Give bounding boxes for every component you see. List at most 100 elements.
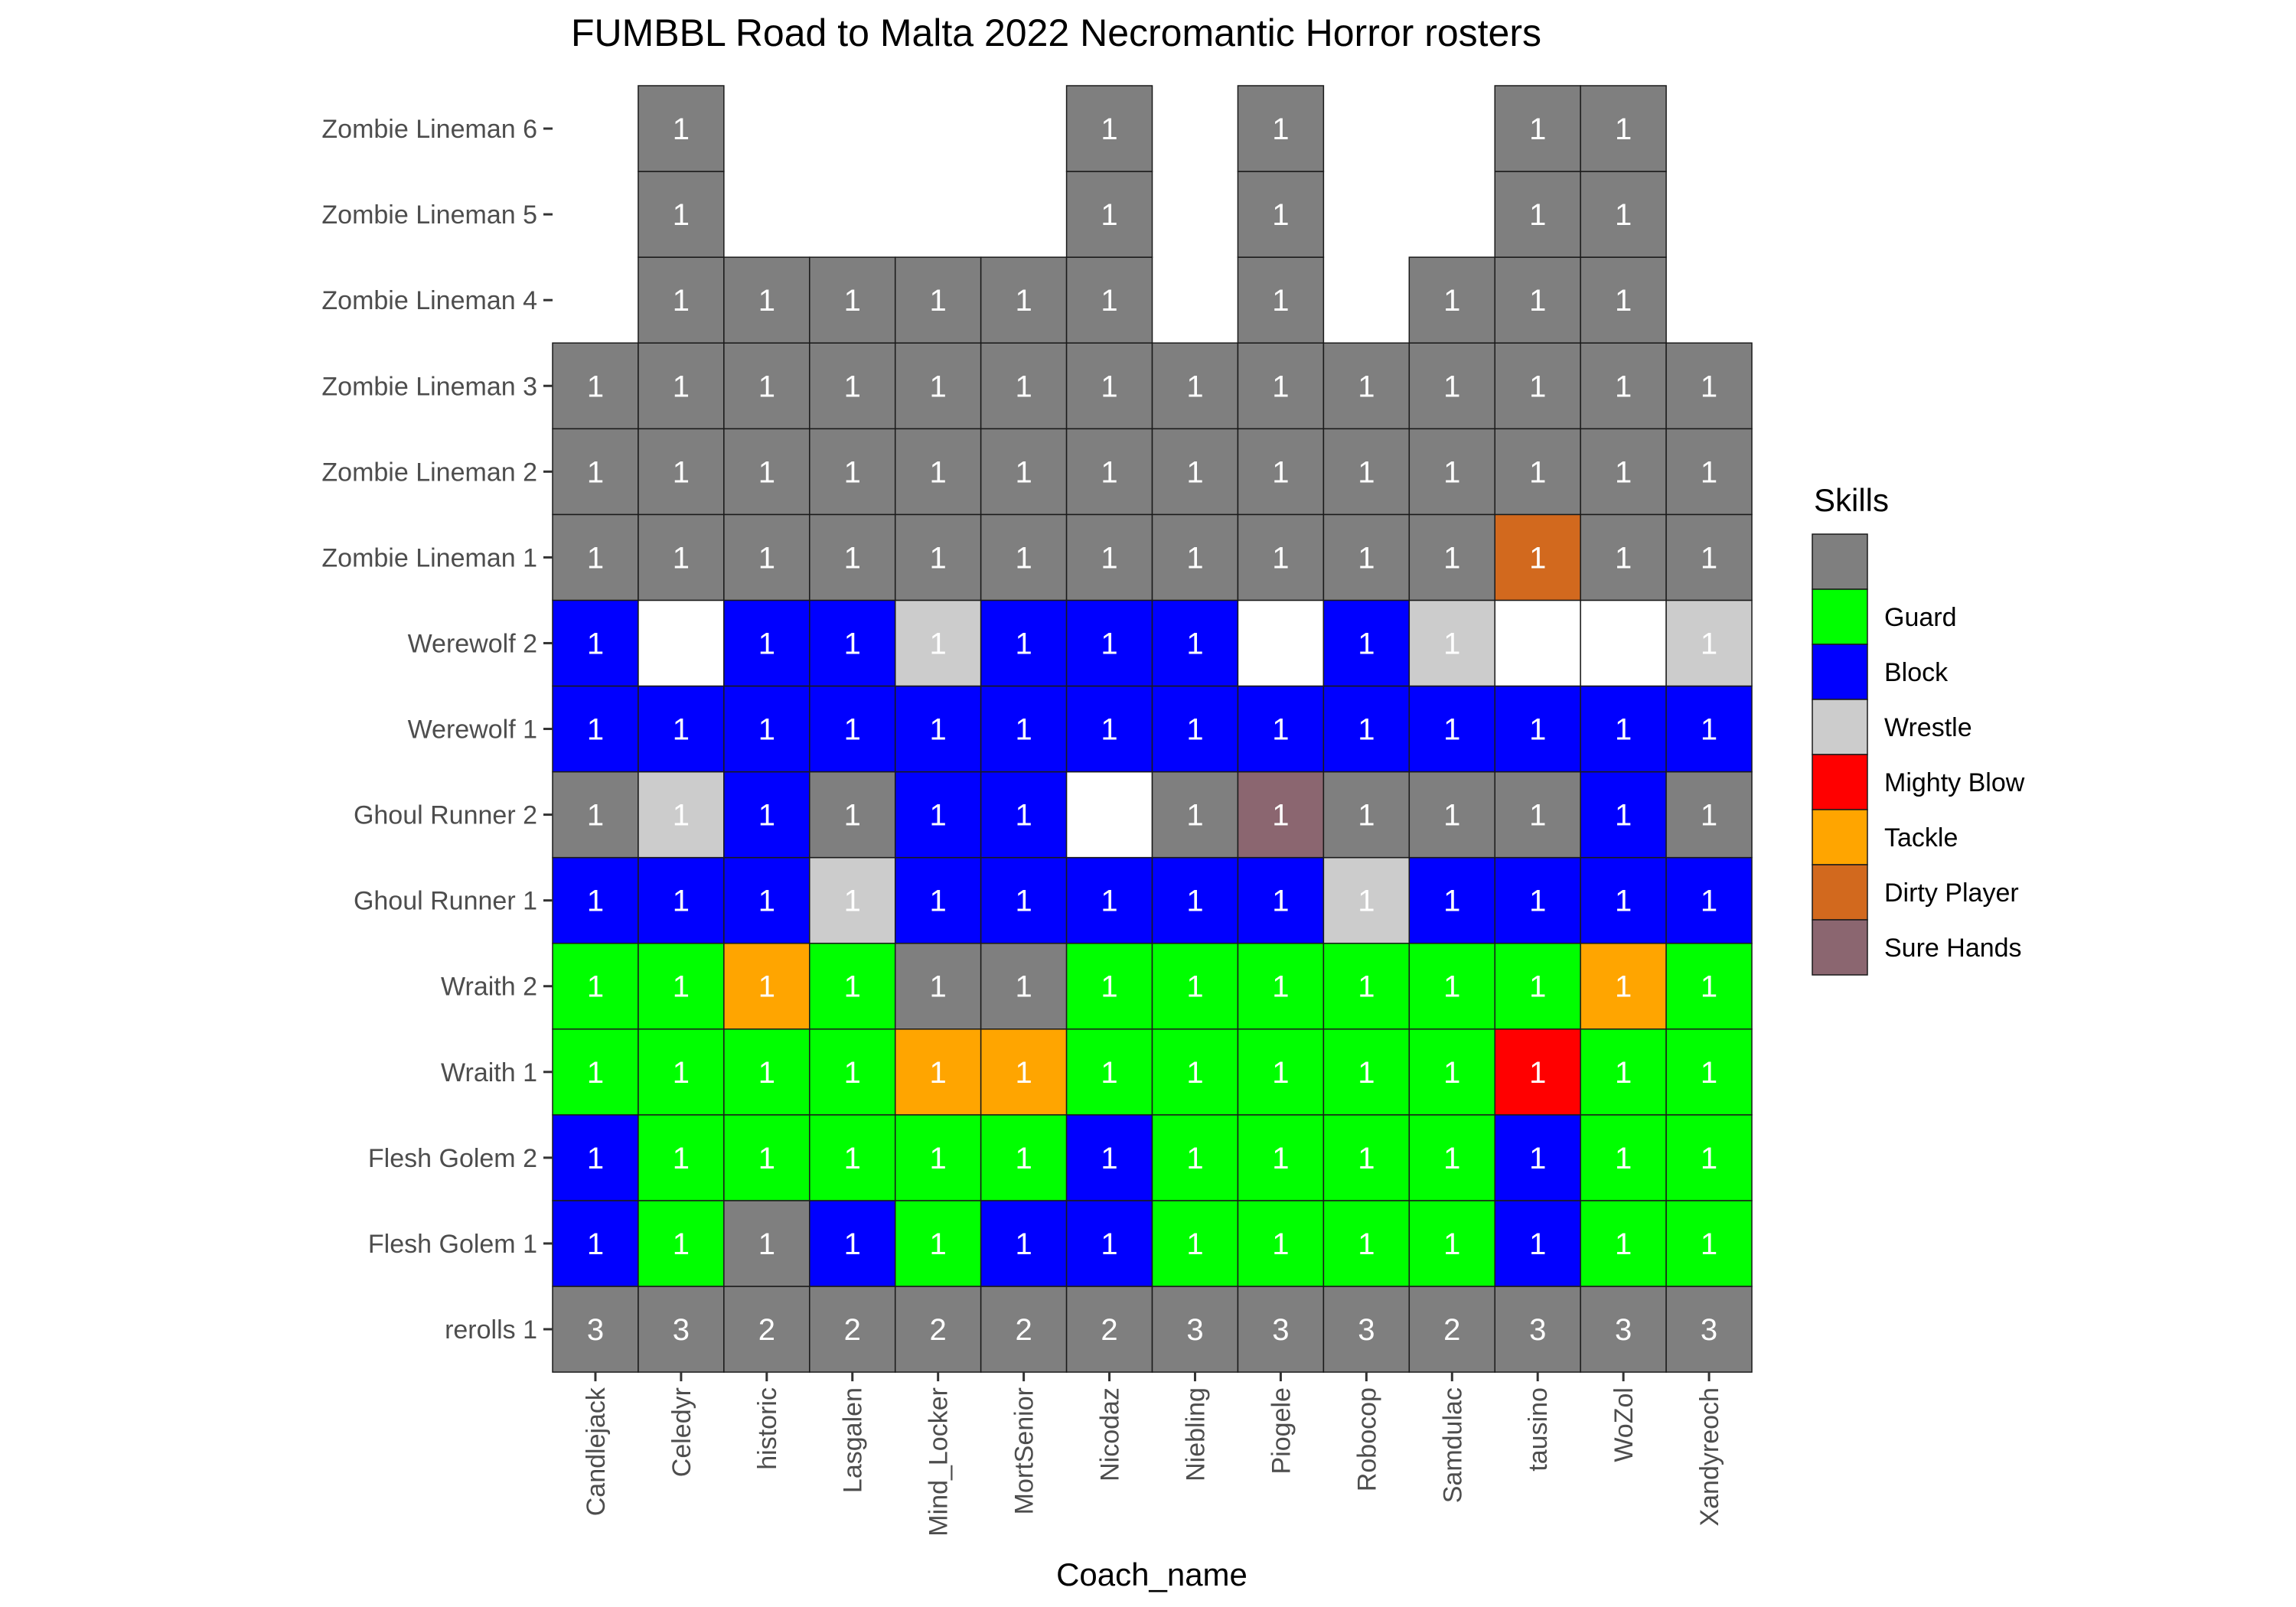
- heatmap-cell: [638, 256, 725, 344]
- cell-value-label: 1: [587, 799, 604, 833]
- cell-value-label: 1: [1015, 1227, 1032, 1261]
- cell-value-label: 1: [1015, 455, 1032, 489]
- cell-value-label: 1: [1186, 455, 1203, 489]
- heatmap-cell: [1665, 1286, 1753, 1373]
- cell-value-label: 1: [1358, 1227, 1375, 1261]
- cell-value-label: 1: [1358, 1142, 1375, 1175]
- cell-value-label: 2: [758, 1313, 775, 1347]
- cell-value-label: 1: [1015, 627, 1032, 660]
- heatmap-cell: [1580, 513, 1667, 601]
- heatmap-cell: [980, 942, 1068, 1030]
- cell-value-label: 1: [1615, 1227, 1632, 1261]
- heatmap-cell: [1665, 599, 1753, 687]
- cell-value-label: 1: [1443, 370, 1460, 403]
- heatmap-cell: [1237, 856, 1325, 944]
- heatmap-cell: [552, 1114, 639, 1201]
- heatmap-cell: [980, 1200, 1068, 1287]
- cell-value-label: 1: [673, 799, 690, 833]
- cell-value-label: 1: [1615, 455, 1632, 489]
- legend-title: Skills: [1814, 482, 1889, 518]
- cell-value-label: 1: [1272, 284, 1289, 318]
- heatmap-cell: [980, 599, 1068, 687]
- cell-value-label: 1: [1358, 627, 1375, 660]
- cell-value-label: 1: [844, 713, 861, 747]
- heatmap-cell: [638, 85, 725, 172]
- heatmap-cell: [723, 685, 810, 773]
- heatmap-cell: [1580, 771, 1667, 859]
- heatmap-cell: [1322, 1028, 1411, 1116]
- heatmap-cell: [1151, 1200, 1239, 1287]
- cell-value-label: 1: [1101, 541, 1117, 575]
- cell-value-label: 1: [844, 284, 861, 318]
- cell-value-label: 1: [1529, 370, 1546, 403]
- heatmap-cell: [638, 342, 725, 430]
- heatmap-cell: [1580, 1028, 1667, 1116]
- cell-value-label: 1: [1015, 284, 1032, 318]
- cell-value-label: 1: [1615, 1142, 1632, 1175]
- heatmap-cell: [1322, 1200, 1411, 1287]
- heatmap-cell: [1237, 1114, 1325, 1201]
- cell-value-label: 1: [1443, 541, 1460, 575]
- cell-value-label: 1: [1615, 541, 1632, 575]
- y-tick-label: Zombie Lineman 3: [321, 372, 537, 401]
- heatmap-cell: [1665, 771, 1753, 859]
- heatmap-cell: [638, 856, 725, 944]
- heatmap-cell: [1494, 856, 1581, 944]
- cell-value-label: 1: [844, 541, 861, 575]
- heatmap-cell: [1065, 513, 1153, 601]
- cell-value-label: 1: [1186, 627, 1203, 660]
- cell-value-label: 1: [1101, 1142, 1117, 1175]
- cell-value-label: 1: [1443, 713, 1460, 747]
- cell-value-label: 1: [1615, 284, 1632, 318]
- cell-value-label: 1: [587, 455, 604, 489]
- heatmap-cell: [552, 1200, 639, 1287]
- cell-value-label: 1: [1272, 370, 1289, 403]
- y-tick-label: Wraith 1: [441, 1058, 537, 1087]
- cell-value-label: 1: [758, 284, 775, 318]
- heatmap-cell: [1237, 599, 1325, 687]
- x-tick-label: MortSenior: [1010, 1387, 1039, 1514]
- heatmap-cell: [1665, 342, 1753, 430]
- heatmap-cell: [1065, 771, 1153, 859]
- cell-value-label: 1: [1615, 799, 1632, 833]
- heatmap-cell: [1494, 942, 1581, 1030]
- cell-value-label: 1: [1529, 1056, 1546, 1090]
- heatmap-cell: [638, 771, 725, 859]
- heatmap-cell: [980, 256, 1068, 344]
- legend-label: Wrestle: [1884, 713, 1972, 742]
- heatmap-cell: [1151, 771, 1239, 859]
- y-tick-label: Ghoul Runner 1: [354, 887, 537, 916]
- cell-value-label: 1: [1529, 284, 1546, 318]
- heatmap-cell: [980, 685, 1068, 773]
- cell-value-label: 1: [1186, 1056, 1203, 1090]
- x-axis: Candlejack Celedyr historic Lasgalen Mind_Lo…: [582, 1372, 1724, 1537]
- x-tick-label: Robocop: [1352, 1387, 1381, 1491]
- cell-value-label: 1: [673, 1142, 690, 1175]
- heatmap-cell: [723, 1114, 810, 1201]
- cell-value-label: 1: [1701, 455, 1717, 489]
- x-tick-label: Samdulac: [1438, 1387, 1467, 1503]
- legend-label: Mighty Blow: [1884, 768, 2025, 797]
- cell-value-label: 1: [930, 1056, 947, 1090]
- cell-value-label: 1: [930, 885, 947, 918]
- heatmap-cell: [1408, 342, 1495, 430]
- cell-value-label: 1: [1015, 370, 1032, 403]
- heatmap-cell: [723, 1286, 810, 1373]
- heatmap-cell: [723, 1200, 810, 1287]
- cell-value-label: 1: [844, 1142, 861, 1175]
- cell-value-label: 1: [673, 370, 690, 403]
- cell-value-label: 1: [844, 1227, 861, 1261]
- cell-value-label: 1: [1272, 198, 1289, 232]
- cell-value-label: 1: [1358, 370, 1375, 403]
- heatmap-cell: [809, 1286, 896, 1373]
- cell-value-label: 1: [1101, 284, 1117, 318]
- heatmap-cell: [1322, 771, 1411, 859]
- cell-value-label: 1: [1358, 541, 1375, 575]
- cell-value-label: 1: [758, 970, 775, 1004]
- heatmap-cell: [723, 513, 810, 601]
- cell-value-label: 1: [758, 541, 775, 575]
- heatmap-cell: [552, 599, 639, 687]
- x-tick-label: Nicodaz: [1096, 1387, 1125, 1482]
- cell-value-label: 1: [758, 713, 775, 747]
- cell-value-label: 1: [1701, 885, 1717, 918]
